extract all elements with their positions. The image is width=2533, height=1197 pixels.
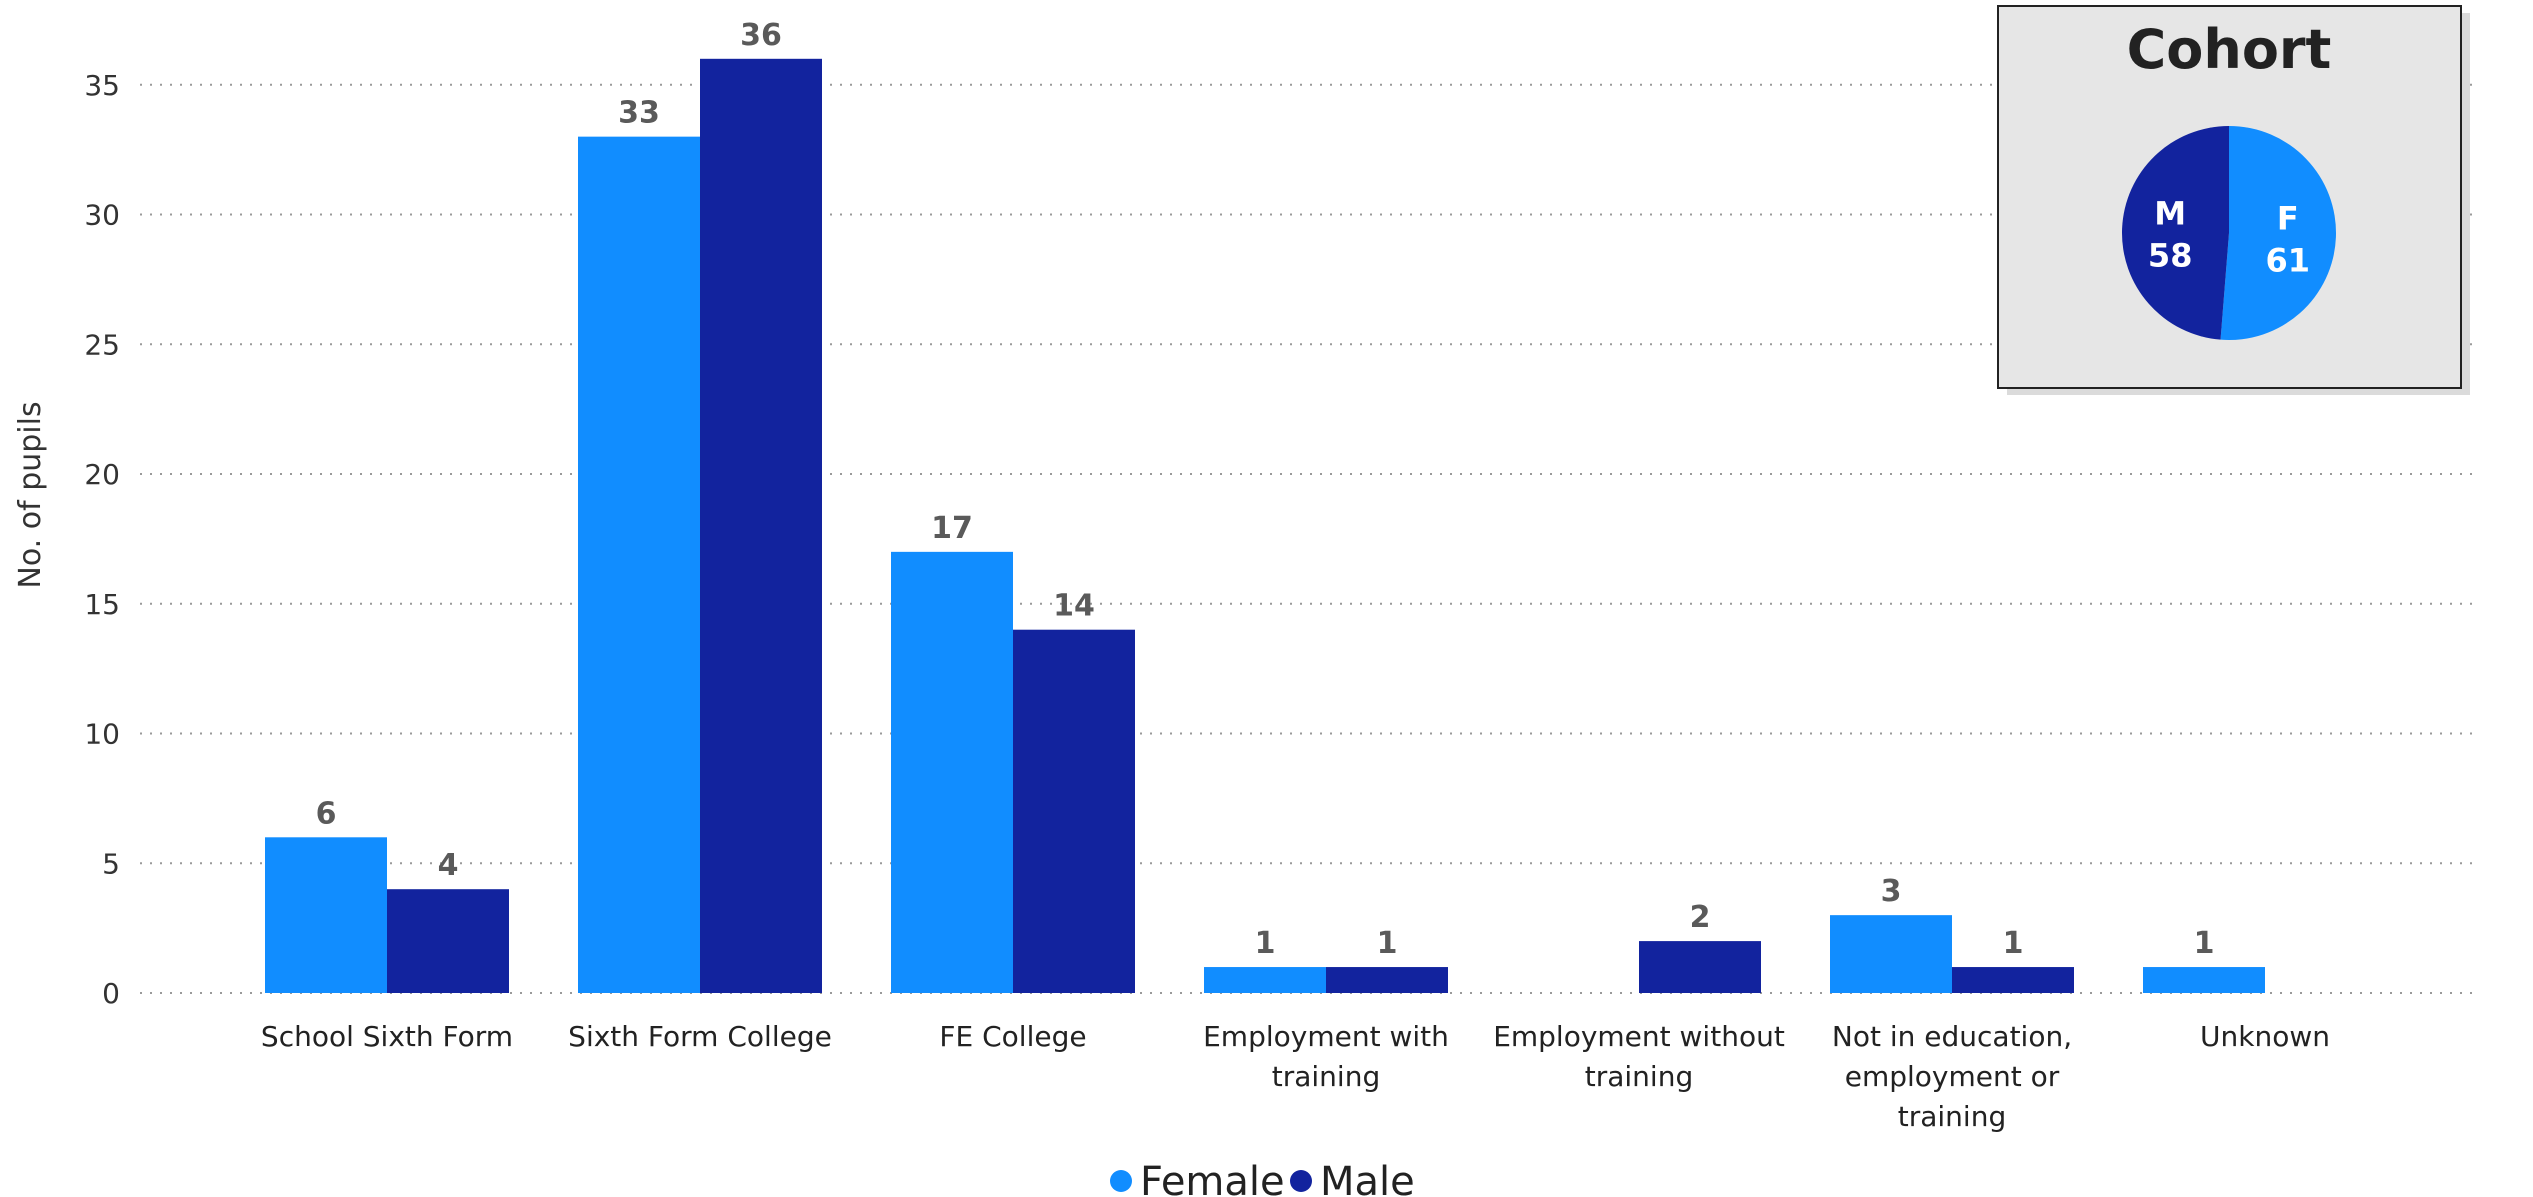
legend-label-male: Male [1320, 1159, 1415, 1197]
x-category-label: training [1898, 1100, 2006, 1133]
data-label: 1 [2003, 926, 2024, 961]
bar-female [2143, 967, 2265, 993]
y-tick-label: 5 [102, 847, 120, 880]
bar-female [1830, 915, 1952, 993]
data-label: 17 [931, 511, 973, 546]
y-tick-label: 35 [84, 69, 120, 102]
data-label: 1 [1377, 926, 1398, 961]
x-category-label: Sixth Form College [568, 1020, 832, 1053]
bar-male [700, 58, 822, 994]
y-tick-label: 20 [84, 458, 120, 491]
pie-slice-value: 58 [2148, 237, 2193, 275]
bar-female [891, 551, 1013, 993]
pie-slice-value: 61 [2266, 241, 2311, 279]
data-label: 3 [1881, 874, 1902, 909]
bar-female [265, 837, 387, 993]
bar-male [1013, 629, 1135, 993]
x-category-label: training [1272, 1060, 1380, 1093]
x-category-label: Not in education, [1832, 1020, 2072, 1053]
legend: Female Male [1110, 1159, 1415, 1197]
x-category-label: FE College [939, 1020, 1086, 1053]
pie-slice-label: F [2277, 199, 2299, 237]
y-tick-label: 15 [84, 588, 120, 621]
y-tick-label: 30 [84, 199, 120, 232]
cohort-title: Cohort [2127, 18, 2332, 81]
legend-swatch-male [1290, 1170, 1312, 1192]
bar-male [1326, 967, 1448, 993]
bar-female [578, 136, 700, 993]
pie-slice-label: M [2154, 195, 2186, 233]
bar-male [1639, 941, 1761, 993]
cohort-pie: F 61 M 58 [2122, 126, 2337, 341]
data-label: 14 [1053, 589, 1095, 624]
gridlines [140, 83, 2480, 994]
data-label: 2 [1690, 900, 1711, 935]
pie-slice-m [2122, 126, 2229, 340]
x-category-label: School Sixth Form [261, 1020, 513, 1053]
x-category-label: training [1585, 1060, 1693, 1093]
x-category-label: employment or [1845, 1060, 2060, 1093]
cohort-panel: Cohort F 61 M 58 [1997, 5, 2470, 395]
bars [265, 58, 2265, 994]
data-label: 36 [740, 18, 782, 53]
bar-male [1952, 967, 2074, 993]
x-category-label: Unknown [2200, 1020, 2330, 1053]
bar-male [387, 889, 509, 993]
data-label: 33 [618, 96, 660, 131]
legend-swatch-female [1110, 1170, 1132, 1192]
y-axis-label: No. of pupils [13, 401, 48, 588]
data-label: 1 [1255, 926, 1276, 961]
y-tick-label: 0 [102, 977, 120, 1010]
data-label: 4 [438, 848, 459, 883]
x-category-label: Employment without [1493, 1020, 1785, 1053]
y-axis-ticks: 0 5 10 15 20 25 30 35 [84, 69, 120, 1010]
pie-slice-f [2220, 126, 2337, 341]
bar-female [1204, 967, 1326, 993]
data-label: 1 [2194, 926, 2215, 961]
y-tick-label: 10 [84, 718, 120, 751]
x-axis-categories: School Sixth Form Sixth Form College FE Co… [261, 1020, 2330, 1133]
data-label: 6 [316, 796, 337, 831]
x-category-label: Employment with [1203, 1020, 1449, 1053]
y-tick-label: 25 [84, 328, 120, 361]
legend-label-female: Female [1140, 1159, 1285, 1197]
